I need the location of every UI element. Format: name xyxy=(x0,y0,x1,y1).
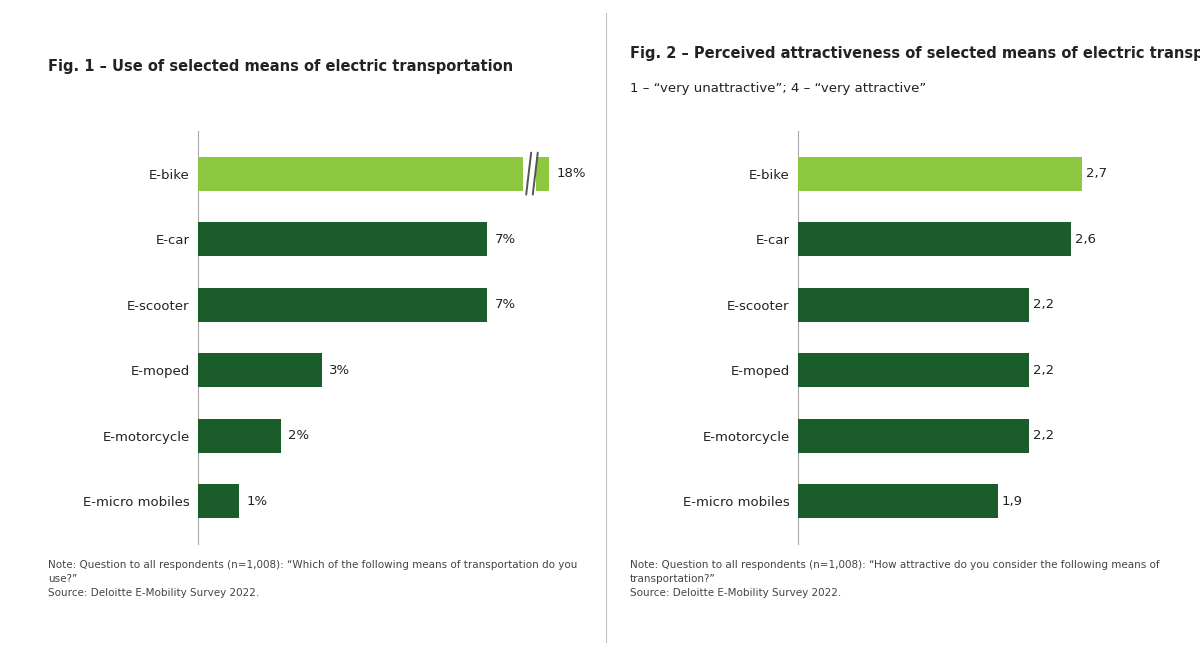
Text: 1 – “very unattractive”; 4 – “very attractive”: 1 – “very unattractive”; 4 – “very attra… xyxy=(630,82,926,95)
Bar xyxy=(798,157,1081,191)
Text: Fig. 2 – Perceived attractiveness of selected means of electric transportation: Fig. 2 – Perceived attractiveness of sel… xyxy=(630,46,1200,61)
Text: 2%: 2% xyxy=(288,429,310,442)
Text: Fig. 1 – Use of selected means of electric transportation: Fig. 1 – Use of selected means of electr… xyxy=(48,59,514,74)
Bar xyxy=(798,419,1030,453)
Text: 3%: 3% xyxy=(330,364,350,377)
Bar xyxy=(798,288,1030,322)
Bar xyxy=(198,353,322,387)
Text: 7%: 7% xyxy=(494,233,516,246)
Bar xyxy=(198,484,239,518)
Bar xyxy=(523,155,536,192)
Text: Note: Question to all respondents (n=1,008): “Which of the following means of tr: Note: Question to all respondents (n=1,0… xyxy=(48,560,577,598)
Bar xyxy=(798,484,997,518)
Text: 2,7: 2,7 xyxy=(1086,167,1106,180)
Bar xyxy=(198,222,487,256)
Text: 18%: 18% xyxy=(557,167,587,180)
Text: 2,2: 2,2 xyxy=(1033,298,1055,311)
Text: 2,6: 2,6 xyxy=(1075,233,1097,246)
Bar xyxy=(798,353,1030,387)
Text: 1,9: 1,9 xyxy=(1002,495,1022,508)
Bar xyxy=(198,288,487,322)
Bar xyxy=(198,419,281,453)
Text: 1%: 1% xyxy=(247,495,268,508)
Bar xyxy=(198,157,550,191)
Text: 2,2: 2,2 xyxy=(1033,429,1055,442)
Text: Note: Question to all respondents (n=1,008): “How attractive do you consider the: Note: Question to all respondents (n=1,0… xyxy=(630,560,1159,598)
Text: 2,2: 2,2 xyxy=(1033,364,1055,377)
Text: 7%: 7% xyxy=(494,298,516,311)
Bar xyxy=(798,222,1072,256)
